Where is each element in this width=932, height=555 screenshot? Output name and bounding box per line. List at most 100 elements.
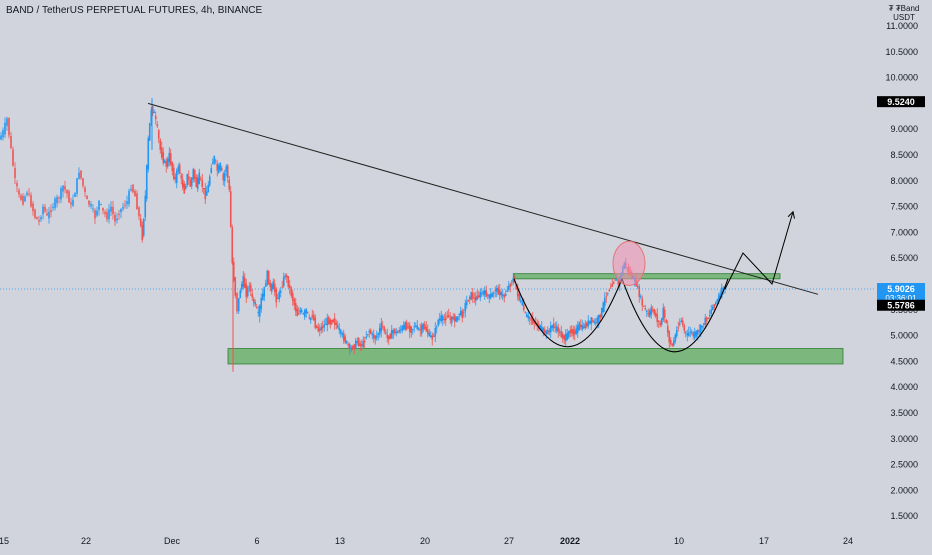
candle-down[interactable] xyxy=(193,170,196,179)
candle-down[interactable] xyxy=(518,293,521,301)
candle-down[interactable] xyxy=(663,309,666,318)
candle-up[interactable] xyxy=(213,156,216,164)
candle-up[interactable] xyxy=(345,341,348,344)
candle-down[interactable] xyxy=(104,212,106,214)
candle-up[interactable] xyxy=(686,333,689,336)
candle-down[interactable] xyxy=(503,294,506,298)
candle-down[interactable] xyxy=(28,193,30,195)
highlight-circle[interactable] xyxy=(612,240,646,286)
candle-up[interactable] xyxy=(551,325,554,328)
candle-down[interactable] xyxy=(172,167,175,179)
candle-down[interactable] xyxy=(134,190,136,197)
candle-down[interactable] xyxy=(617,280,620,285)
candle-up[interactable] xyxy=(368,330,371,333)
candle-up[interactable] xyxy=(96,210,98,216)
candle-up[interactable] xyxy=(246,287,249,296)
candle-down[interactable] xyxy=(531,318,534,324)
candle-up[interactable] xyxy=(575,328,578,334)
candle-down[interactable] xyxy=(612,281,615,284)
candle-down[interactable] xyxy=(498,289,501,296)
candle-down[interactable] xyxy=(222,173,225,181)
candle-down[interactable] xyxy=(255,307,258,309)
candle-down[interactable] xyxy=(297,313,300,315)
candle-down[interactable] xyxy=(180,175,183,179)
candle-up[interactable] xyxy=(198,172,201,184)
candle-up[interactable] xyxy=(455,317,458,322)
candle-up[interactable] xyxy=(303,310,306,318)
candle-up[interactable] xyxy=(437,319,440,326)
candle-up[interactable] xyxy=(678,323,681,325)
candle-down[interactable] xyxy=(363,340,366,343)
candle-down[interactable] xyxy=(327,317,330,325)
candle-up[interactable] xyxy=(339,329,342,334)
candle-up[interactable] xyxy=(438,318,441,321)
candle-up[interactable] xyxy=(62,185,64,192)
candle-down[interactable] xyxy=(698,330,701,332)
candle-down[interactable] xyxy=(530,318,533,321)
candle-up[interactable] xyxy=(207,184,210,193)
candle-down[interactable] xyxy=(357,338,360,346)
candle-down[interactable] xyxy=(335,322,338,326)
candle-down[interactable] xyxy=(389,333,392,339)
candle-down[interactable] xyxy=(702,323,705,325)
candle-up[interactable] xyxy=(606,292,609,294)
candle-up[interactable] xyxy=(175,170,178,184)
candle-down[interactable] xyxy=(656,314,659,323)
candle-down[interactable] xyxy=(476,295,479,300)
candle-down[interactable] xyxy=(204,188,207,200)
candle-up[interactable] xyxy=(456,316,459,321)
candle-down[interactable] xyxy=(444,317,447,321)
descending-trendline[interactable] xyxy=(147,102,819,295)
candle-down[interactable] xyxy=(516,287,519,297)
candle-up[interactable] xyxy=(380,322,383,332)
candle-up[interactable] xyxy=(399,329,402,331)
candle-down[interactable] xyxy=(243,277,246,288)
candle-up[interactable] xyxy=(540,326,543,331)
candle-up[interactable] xyxy=(576,325,579,333)
candle-down[interactable] xyxy=(214,160,217,162)
candle-up[interactable] xyxy=(148,122,151,141)
candle-down[interactable] xyxy=(665,319,668,324)
candle-down[interactable] xyxy=(332,319,335,322)
candle-down[interactable] xyxy=(614,279,617,281)
candle-up[interactable] xyxy=(720,287,723,298)
candle-up[interactable] xyxy=(722,288,725,290)
candle-down[interactable] xyxy=(169,153,172,165)
candle-up[interactable] xyxy=(420,324,423,334)
candle-down[interactable] xyxy=(333,317,336,325)
candle-up[interactable] xyxy=(584,323,587,329)
candle-down[interactable] xyxy=(32,203,34,212)
candle-down[interactable] xyxy=(174,176,177,180)
candle-up[interactable] xyxy=(710,309,713,314)
candle-up[interactable] xyxy=(299,309,302,313)
candle-up[interactable] xyxy=(128,190,130,205)
candle-down[interactable] xyxy=(591,320,594,322)
candle-up[interactable] xyxy=(56,197,58,204)
candle-up[interactable] xyxy=(257,311,260,313)
low-price-badge[interactable] xyxy=(877,299,925,311)
candle-up[interactable] xyxy=(2,130,4,138)
candle-down[interactable] xyxy=(557,327,560,333)
candle-down[interactable] xyxy=(608,289,611,292)
candle-up[interactable] xyxy=(100,204,102,206)
candle-down[interactable] xyxy=(426,329,429,334)
candle-down[interactable] xyxy=(644,307,647,310)
candle-down[interactable] xyxy=(405,322,408,330)
candle-down[interactable] xyxy=(20,195,22,200)
candle-up[interactable] xyxy=(482,290,485,294)
candle-down[interactable] xyxy=(573,330,576,335)
candle-down[interactable] xyxy=(353,344,356,349)
candle-up[interactable] xyxy=(411,328,414,330)
candle-down[interactable] xyxy=(605,296,608,298)
candle-up[interactable] xyxy=(542,328,545,332)
candle-up[interactable] xyxy=(0,135,2,140)
candle-up[interactable] xyxy=(470,291,473,300)
candle-down[interactable] xyxy=(546,330,549,335)
candle-up[interactable] xyxy=(323,324,326,328)
candle-up[interactable] xyxy=(205,191,208,196)
candle-up[interactable] xyxy=(590,317,593,325)
candle-down[interactable] xyxy=(609,287,612,289)
candle-down[interactable] xyxy=(671,343,674,346)
candle-up[interactable] xyxy=(404,322,407,330)
candle-up[interactable] xyxy=(168,152,171,163)
